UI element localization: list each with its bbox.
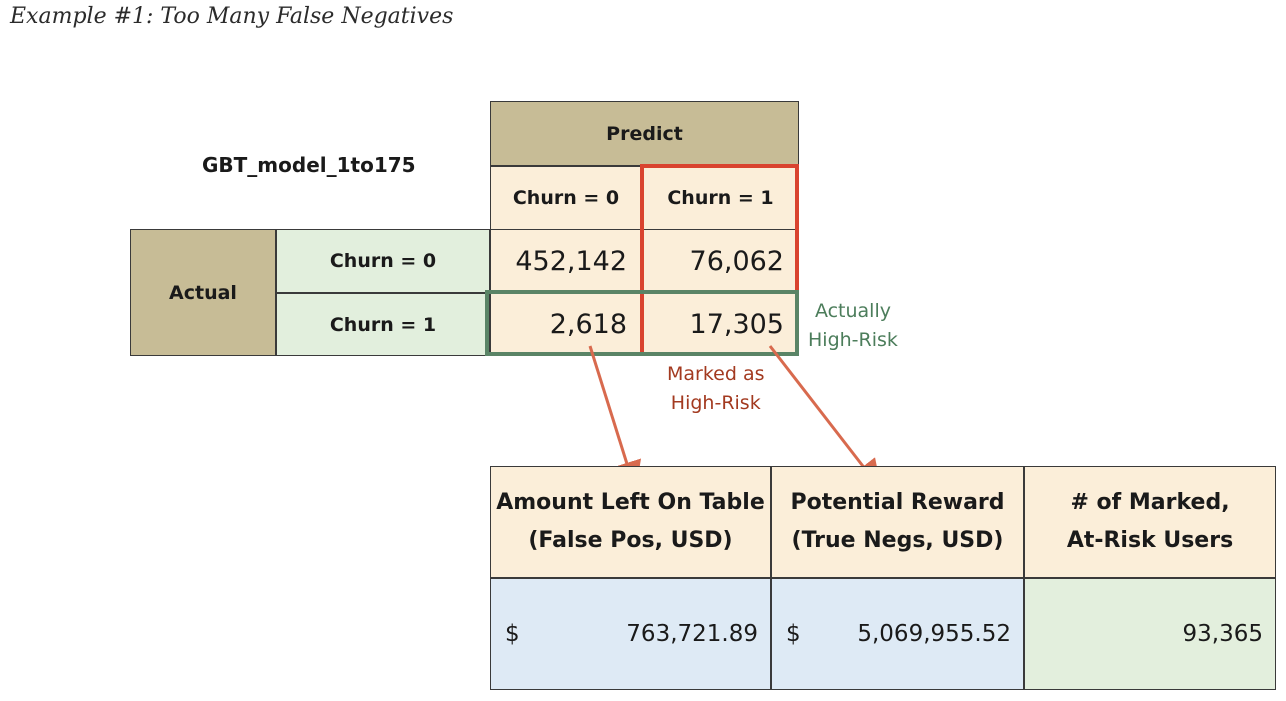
amount-left-on-table-header: Amount Left On Table (False Pos, USD)	[490, 466, 771, 578]
potential-reward-header: Potential Reward (True Negs, USD)	[771, 466, 1024, 578]
true-positive-count: 17,305	[642, 293, 799, 356]
page-title: Example #1: Too Many False Negatives	[10, 4, 454, 29]
false-positive-count: 76,062	[642, 229, 799, 293]
amount-left-on-table-value: $ 763,721.89	[490, 578, 771, 690]
marked-at-risk-users-value: 93,365	[1024, 578, 1276, 690]
marked-high-risk-note: Marked as High-Risk	[667, 363, 765, 414]
marked-at-risk-users-header: # of Marked, At-Risk Users	[1024, 466, 1276, 578]
potential-reward-value: $ 5,069,955.52	[771, 578, 1024, 690]
currency-symbol: $	[505, 621, 520, 647]
actual-header: Actual	[130, 229, 276, 356]
actually-high-risk-note: Actually High-Risk	[808, 300, 898, 351]
actually-high-risk-highlight	[485, 290, 799, 356]
arrow-to-left-on-table	[588, 345, 642, 492]
arrow-to-potential-reward	[768, 345, 882, 491]
actual-churn-0-header: Churn = 0	[276, 229, 490, 293]
true-negative-count: 452,142	[490, 229, 642, 293]
currency-symbol: $	[786, 621, 801, 647]
predicted-churn-0-header: Churn = 0	[490, 166, 642, 230]
actual-churn-1-header: Churn = 1	[276, 293, 490, 356]
model-name: GBT_model_1to175	[202, 153, 416, 177]
